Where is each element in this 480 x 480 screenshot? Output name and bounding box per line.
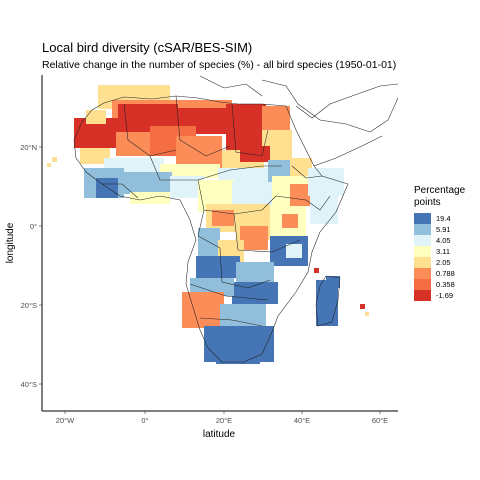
legend-label: 3.11 <box>436 247 451 256</box>
country-borders <box>73 75 398 363</box>
legend: Percentage points 19.4 5.91 4.05 3.11 2.… <box>414 185 465 301</box>
x-tick-label: 20°W <box>56 416 75 425</box>
legend-swatch <box>414 257 431 268</box>
x-tick-label: 0° <box>141 416 148 425</box>
legend-title-line: points <box>414 197 441 208</box>
y-tick-label: 40°S <box>21 380 37 389</box>
diversity-grid-cells <box>47 85 369 364</box>
legend-item: 2.05 <box>414 257 465 268</box>
legend-title-line: Percentage <box>414 185 466 196</box>
legend-label: -1.69 <box>436 291 454 300</box>
map-title: Local bird diversity (cSAR/BES-SIM) <box>42 40 253 55</box>
legend-item: 5.91 <box>414 224 465 235</box>
legend-label: 4.05 <box>436 236 451 245</box>
legend-item: 3.11 <box>414 246 465 257</box>
legend-swatch <box>414 246 431 257</box>
x-axis-title: latitude <box>203 429 236 440</box>
legend-title: Percentage points <box>414 185 465 209</box>
y-axis-title: longitude <box>5 222 16 263</box>
x-axis-ticks: 20°W 0° 20°E 40°E 60°E <box>56 411 388 425</box>
legend-label: 19.4 <box>436 214 451 223</box>
y-tick-label: 20°N <box>20 143 37 152</box>
x-tick-label: 20°E <box>216 416 232 425</box>
legend-item: -1.69 <box>414 290 465 301</box>
legend-label: 2.05 <box>436 258 451 267</box>
legend-item: 4.05 <box>414 235 465 246</box>
legend-label: 0.788 <box>436 269 455 278</box>
legend-swatch <box>414 279 431 290</box>
legend-items: 19.4 5.91 4.05 3.11 2.05 0.788 0.358 -1.… <box>414 213 465 301</box>
map-subtitle: Relative change in the number of species… <box>42 59 397 71</box>
legend-swatch <box>414 235 431 246</box>
legend-item: 19.4 <box>414 213 465 224</box>
x-tick-label: 60°E <box>372 416 388 425</box>
y-tick-label: 0° <box>30 222 37 231</box>
legend-item: 0.788 <box>414 268 465 279</box>
y-tick-label: 20°S <box>21 301 37 310</box>
y-axis-ticks: 20°N 0° 20°S 40°S <box>20 143 42 389</box>
legend-label: 0.358 <box>436 280 455 289</box>
x-tick-label: 40°E <box>294 416 310 425</box>
legend-swatch <box>414 290 431 301</box>
legend-label: 5.91 <box>436 225 451 234</box>
legend-swatch <box>414 268 431 279</box>
legend-swatch <box>414 213 431 224</box>
legend-item: 0.358 <box>414 279 465 290</box>
legend-swatch <box>414 224 431 235</box>
